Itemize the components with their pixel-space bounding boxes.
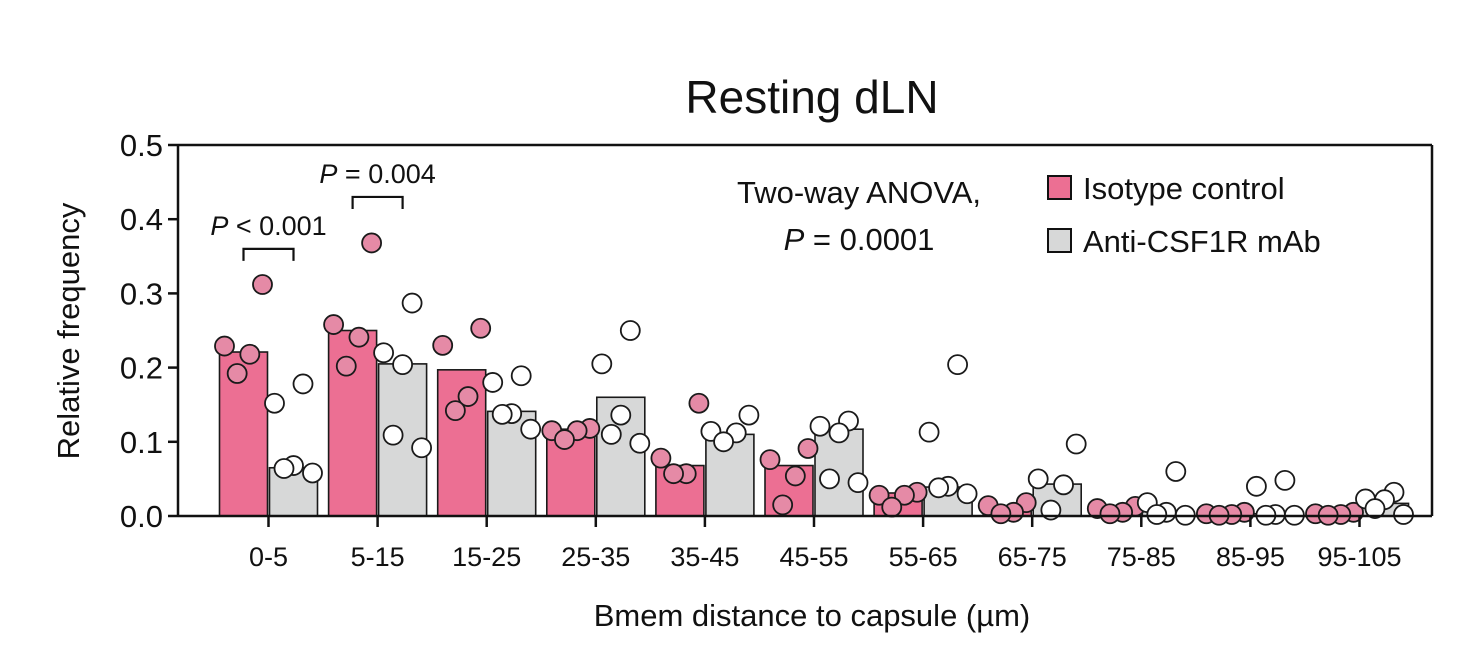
x-tick-label-0-5: 0-5 — [249, 542, 288, 572]
point-isotype-55-65-1 — [868, 484, 890, 506]
point-isotype-55-65-3 — [881, 496, 903, 518]
point-isotype-5-15-2 — [348, 326, 370, 348]
point-isotype-45-55-3 — [772, 494, 794, 516]
point-anti-csf1r-0-5-3 — [273, 458, 295, 479]
point-anti-csf1r-15-25-1 — [482, 372, 504, 393]
point-anti-csf1r-0-5-1 — [264, 392, 285, 414]
x-tick-label-45-55: 45-55 — [779, 542, 848, 572]
point-anti-csf1r-15-25-0 — [510, 365, 532, 387]
chart-title: Resting dLN — [685, 71, 938, 123]
point-anti-csf1r-35-45-0 — [738, 404, 760, 426]
point-anti-csf1r-5-15-1 — [373, 342, 395, 364]
point-anti-csf1r-45-55-3 — [819, 468, 840, 490]
significance-label-0: P < 0.001 — [210, 211, 326, 241]
point-isotype-35-45-1 — [650, 447, 672, 469]
point-anti-csf1r-0-5-0 — [292, 373, 314, 395]
point-isotype-0-5-2 — [239, 343, 261, 365]
point-anti-csf1r-5-15-2 — [392, 354, 414, 376]
point-isotype-45-55-0 — [797, 438, 819, 459]
point-anti-csf1r-25-35-2 — [610, 404, 632, 426]
point-anti-csf1r-45-55-1 — [809, 415, 831, 437]
plot-area: 0.0 0.1 0.2 0.3 0.4 0.5 0-5 5-15 15-25 25-35 35-45… — [120, 128, 1434, 572]
y-tick-label-0.4: 0.4 — [120, 202, 163, 237]
point-isotype-5-15-3 — [335, 355, 357, 377]
point-isotype-25-35-3 — [554, 429, 575, 450]
point-isotype-0-5-3 — [226, 363, 248, 384]
significance-bracket-1 — [351, 195, 404, 209]
point-anti-csf1r-5-15-3 — [382, 424, 404, 446]
y-axis-label: Relative frequency — [51, 202, 86, 459]
y-tick-label-0.1: 0.1 — [120, 425, 163, 460]
x-axis-label: Bmem distance to capsule (µm) — [594, 598, 1031, 633]
significance-bracket-0 — [242, 247, 295, 261]
point-isotype-15-25-3 — [444, 400, 466, 422]
point-anti-csf1r-65-75-0 — [1065, 433, 1087, 455]
point-anti-csf1r-25-35-3 — [600, 423, 622, 445]
x-tick-label-25-35: 25-35 — [561, 542, 630, 572]
point-anti-csf1r-95-105-4 — [1393, 504, 1414, 525]
x-tick-label-95-105: 95-105 — [1317, 542, 1401, 572]
point-anti-csf1r-35-45-3 — [713, 431, 734, 453]
point-isotype-15-25-2 — [457, 386, 479, 407]
legend-swatch-isotype — [1047, 175, 1072, 200]
point-isotype-65-75-3 — [990, 503, 1012, 525]
legend: Isotype control Anti-CSF1R mAb — [1047, 171, 1321, 259]
point-anti-csf1r-85-95-1 — [1246, 475, 1267, 497]
point-isotype-15-25-0 — [470, 317, 492, 339]
point-anti-csf1r-45-55-4 — [847, 472, 869, 494]
point-anti-csf1r-85-95-0 — [1274, 469, 1296, 491]
point-anti-csf1r-45-55-2 — [828, 422, 850, 444]
point-anti-csf1r-0-5-4 — [302, 462, 323, 484]
point-isotype-0-5-0 — [252, 274, 273, 295]
point-isotype-15-25-1 — [432, 334, 454, 356]
point-anti-csf1r-25-35-0 — [619, 320, 641, 341]
x-tick-label-35-45: 35-45 — [670, 542, 739, 572]
point-anti-csf1r-5-15-4 — [411, 437, 433, 459]
y-tick-label-0.2: 0.2 — [120, 351, 163, 386]
point-anti-csf1r-25-35-1 — [591, 353, 613, 375]
point-anti-csf1r-75-85-0 — [1165, 461, 1187, 482]
legend-label-anti-csf1r: Anti-CSF1R mAb — [1083, 224, 1321, 259]
point-anti-csf1r-55-65-1 — [918, 421, 940, 443]
y-tick-label-0.3: 0.3 — [120, 276, 163, 311]
x-tick-label-55-65: 55-65 — [889, 542, 958, 572]
legend-label-isotype: Isotype control — [1083, 171, 1285, 206]
anova-annotation: Two-way ANOVA, P = 0.0001 — [737, 175, 981, 257]
point-anti-csf1r-75-85-3 — [1146, 504, 1168, 525]
point-isotype-55-65-2 — [894, 484, 915, 506]
point-anti-csf1r-55-65-4 — [956, 483, 978, 505]
point-anti-csf1r-25-35-4 — [629, 432, 651, 454]
point-isotype-75-85-3 — [1099, 503, 1121, 525]
x-tick-label-75-85: 75-85 — [1107, 542, 1176, 572]
point-isotype-35-45-0 — [688, 392, 710, 414]
point-isotype-35-45-3 — [663, 463, 684, 485]
x-tick-label-85-95: 85-95 — [1216, 542, 1285, 572]
point-anti-csf1r-95-105-3 — [1364, 498, 1386, 519]
point-anti-csf1r-65-75-2 — [1053, 474, 1074, 496]
anova-line-2: P = 0.0001 — [784, 222, 935, 257]
point-isotype-5-15-1 — [323, 314, 345, 335]
point-anti-csf1r-5-15-0 — [401, 292, 423, 314]
anova-line-1: Two-way ANOVA, — [737, 175, 981, 210]
point-isotype-0-5-1 — [214, 335, 235, 357]
point-anti-csf1r-55-65-0 — [947, 354, 968, 376]
point-anti-csf1r-55-65-3 — [928, 477, 949, 499]
point-anti-csf1r-15-25-3 — [491, 403, 513, 425]
point-isotype-45-55-1 — [759, 449, 781, 471]
x-tick-label-5-15: 5-15 — [351, 542, 405, 572]
x-tick-label-15-25: 15-25 — [452, 542, 521, 572]
point-isotype-45-55-2 — [784, 465, 806, 487]
point-isotype-5-15-0 — [361, 232, 383, 254]
y-tick-label-0.5: 0.5 — [120, 128, 163, 163]
legend-swatch-anti-csf1r — [1047, 228, 1072, 253]
point-anti-csf1r-15-25-4 — [520, 418, 542, 440]
significance-label-1: P = 0.004 — [319, 159, 435, 189]
point-anti-csf1r-65-75-1 — [1027, 468, 1049, 490]
x-tick-label-65-75: 65-75 — [998, 542, 1067, 572]
y-tick-label-0.0: 0.0 — [120, 499, 163, 534]
